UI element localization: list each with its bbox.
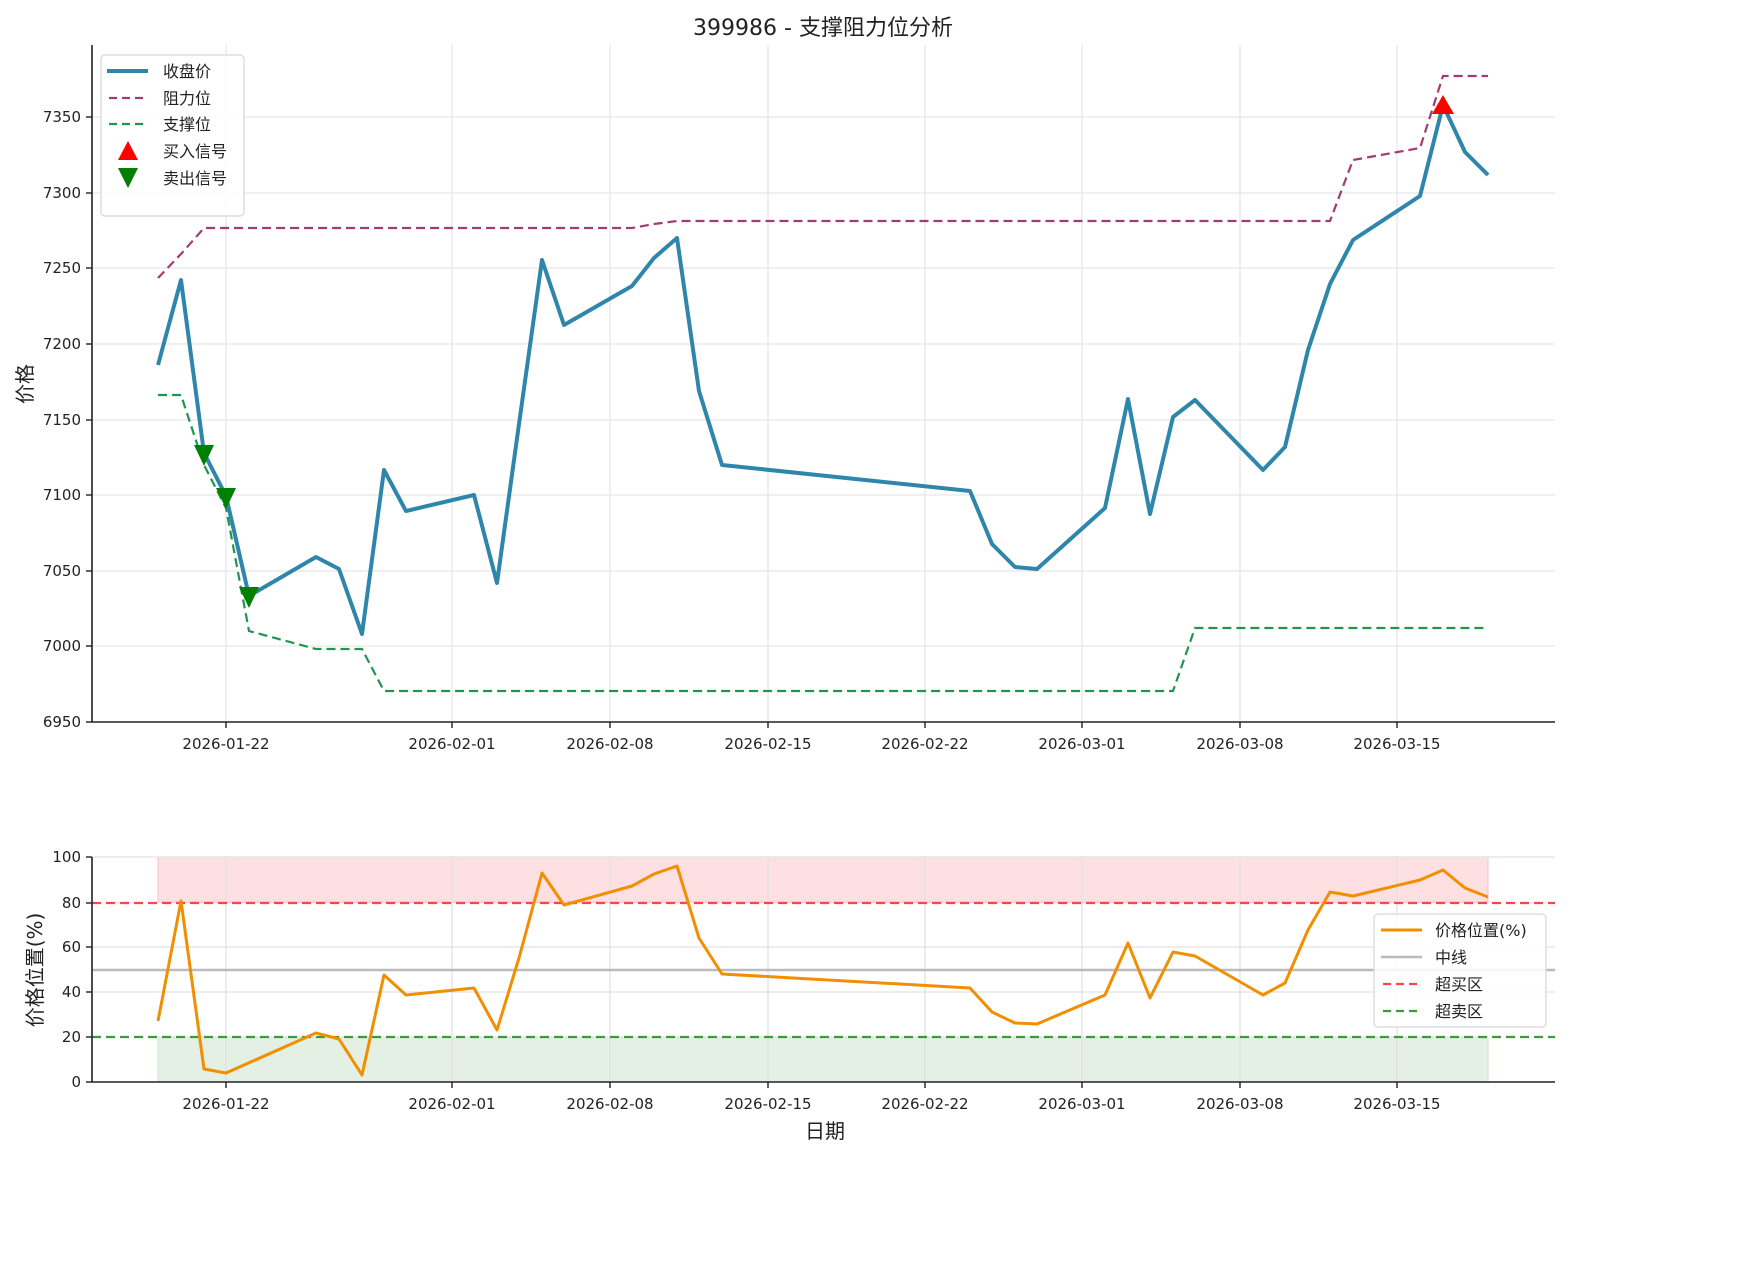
y-tick-label: 7100 — [43, 486, 81, 504]
y-tick-label: 6950 — [43, 713, 81, 731]
sell-signal-legend-icon — [118, 168, 138, 188]
y-tick-label: 7350 — [43, 108, 81, 126]
oversold-band — [157, 1036, 1489, 1083]
bottom-x-axis-label: 日期 — [805, 1119, 845, 1143]
bottom-legend: 价格位置(%) 中线 超买区 超卖区 — [1373, 913, 1547, 1028]
top-x-tick-labels: 2026-01-22 2026-02-01 2026-02-08 2026-02… — [182, 735, 1440, 753]
legend-sell-signal: 卖出信号 — [163, 169, 227, 188]
resistance-line — [157, 74, 1488, 279]
y-tick-label: 7050 — [43, 562, 81, 580]
x-tick-label: 2026-02-08 — [566, 1095, 653, 1113]
x-tick-label: 2026-02-15 — [724, 735, 811, 753]
legend-buy-signal: 买入信号 — [163, 142, 227, 161]
legend-oversold: 超卖区 — [1435, 1002, 1483, 1021]
price-plot: 6950 7000 7050 7100 7150 7200 7250 7300 … — [13, 45, 1555, 753]
buy-signal-icon — [1432, 95, 1454, 114]
chart-title: 399986 - 支撑阻力位分析 — [693, 16, 953, 41]
x-tick-label: 2026-03-08 — [1196, 1095, 1283, 1113]
y-tick-label: 20 — [62, 1028, 81, 1046]
x-tick-label: 2026-02-15 — [724, 1095, 811, 1113]
y-tick-label: 7300 — [43, 184, 81, 202]
y-tick-label: 7150 — [43, 411, 81, 429]
legend-price-position: 价格位置(%) — [1435, 921, 1527, 940]
x-tick-label: 2026-02-22 — [881, 735, 968, 753]
x-tick-label: 2026-02-08 — [566, 735, 653, 753]
x-tick-label: 2026-03-01 — [1038, 1095, 1125, 1113]
close-price-line — [156, 103, 1490, 636]
x-tick-label: 2026-01-22 — [182, 735, 269, 753]
overbought-band — [157, 856, 1489, 903]
x-tick-label: 2026-03-08 — [1196, 735, 1283, 753]
position-plot: 0 20 40 60 80 100 2026-01-22 2026-02-01 … — [23, 848, 1555, 1143]
bottom-grid — [92, 856, 1555, 1082]
sell-signal-markers — [194, 445, 259, 608]
buy-signal-legend-icon — [118, 141, 138, 160]
legend-support: 支撑位 — [163, 115, 211, 134]
top-x-grid — [225, 45, 1398, 722]
y-tick-label: 7000 — [43, 637, 81, 655]
y-tick-label: 7200 — [43, 335, 81, 353]
top-legend: 收盘价 阻力位 支撑位 买入信号 卖出信号 — [100, 54, 245, 217]
support-line — [158, 393, 1488, 693]
legend-midline: 中线 — [1435, 948, 1467, 967]
x-tick-label: 2026-03-15 — [1353, 1095, 1440, 1113]
x-tick-label: 2026-02-22 — [881, 1095, 968, 1113]
top-y-tick-labels: 6950 7000 7050 7100 7150 7200 7250 7300 … — [43, 108, 81, 731]
y-tick-label: 40 — [62, 983, 81, 1001]
price-position-line — [156, 864, 1489, 1077]
y-tick-label: 60 — [62, 938, 81, 956]
sell-signal-icon — [239, 587, 259, 608]
x-tick-label: 2026-03-15 — [1353, 735, 1440, 753]
y-tick-label: 80 — [62, 894, 81, 912]
top-y-grid — [92, 116, 1555, 647]
legend-overbought: 超买区 — [1435, 975, 1483, 994]
x-tick-label: 2026-02-01 — [408, 1095, 495, 1113]
x-tick-label: 2026-02-01 — [408, 735, 495, 753]
sell-signal-icon — [194, 445, 214, 466]
y-tick-label: 100 — [52, 848, 81, 866]
top-y-axis-label: 价格 — [13, 364, 37, 404]
sell-signal-icon — [216, 488, 236, 509]
y-tick-label: 7250 — [43, 259, 81, 277]
legend-resistance: 阻力位 — [163, 89, 211, 108]
x-tick-label: 2026-03-01 — [1038, 735, 1125, 753]
y-tick-label: 0 — [71, 1073, 81, 1091]
bottom-y-axis-label: 价格位置(%) — [23, 913, 47, 1028]
legend-close-price: 收盘价 — [163, 62, 211, 81]
x-tick-label: 2026-01-22 — [182, 1095, 269, 1113]
